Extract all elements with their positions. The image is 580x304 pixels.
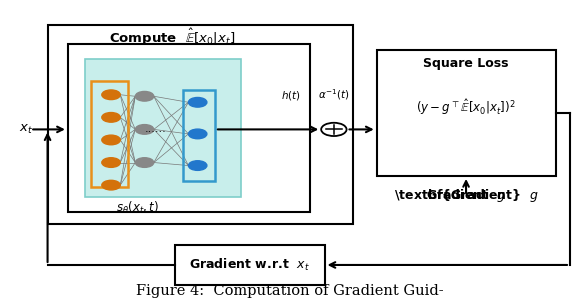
Text: $s_\theta(x_t,t)$: $s_\theta(x_t,t)$ bbox=[115, 200, 158, 216]
Circle shape bbox=[135, 158, 154, 168]
Text: Figure 4:  Computation of Gradient Guid-: Figure 4: Computation of Gradient Guid- bbox=[136, 284, 444, 298]
Text: Gradient w.r.t  $x_t$: Gradient w.r.t $x_t$ bbox=[189, 257, 310, 273]
Text: ......: ...... bbox=[145, 124, 167, 134]
FancyBboxPatch shape bbox=[68, 43, 310, 212]
Text: $\alpha^{-1}(t)$: $\alpha^{-1}(t)$ bbox=[318, 88, 349, 102]
Circle shape bbox=[102, 180, 120, 190]
Text: $x_t$: $x_t$ bbox=[19, 123, 32, 136]
FancyBboxPatch shape bbox=[48, 26, 353, 224]
Circle shape bbox=[102, 135, 120, 145]
Text: $h(t)$: $h(t)$ bbox=[281, 89, 300, 102]
Circle shape bbox=[188, 98, 207, 107]
Circle shape bbox=[102, 112, 120, 122]
FancyBboxPatch shape bbox=[85, 59, 241, 197]
Text: Compute  $\hat{\mathbb{E}}[x_0|x_t]$: Compute $\hat{\mathbb{E}}[x_0|x_t]$ bbox=[108, 27, 235, 48]
Text: \textbf{Gradient}  $g$: \textbf{Gradient} $g$ bbox=[394, 187, 538, 204]
FancyBboxPatch shape bbox=[376, 50, 556, 176]
FancyBboxPatch shape bbox=[175, 245, 325, 285]
Circle shape bbox=[188, 129, 207, 139]
Circle shape bbox=[321, 123, 347, 136]
Text: Square Loss: Square Loss bbox=[423, 57, 509, 70]
Circle shape bbox=[135, 125, 154, 134]
Circle shape bbox=[102, 158, 120, 168]
Circle shape bbox=[188, 161, 207, 170]
Circle shape bbox=[135, 92, 154, 101]
Circle shape bbox=[102, 90, 120, 100]
Text: Gradient  $g$: Gradient $g$ bbox=[426, 187, 506, 204]
Text: $(y-g^\top\hat{\mathbb{E}}[x_0|x_t])^2$: $(y-g^\top\hat{\mathbb{E}}[x_0|x_t])^2$ bbox=[416, 97, 516, 117]
